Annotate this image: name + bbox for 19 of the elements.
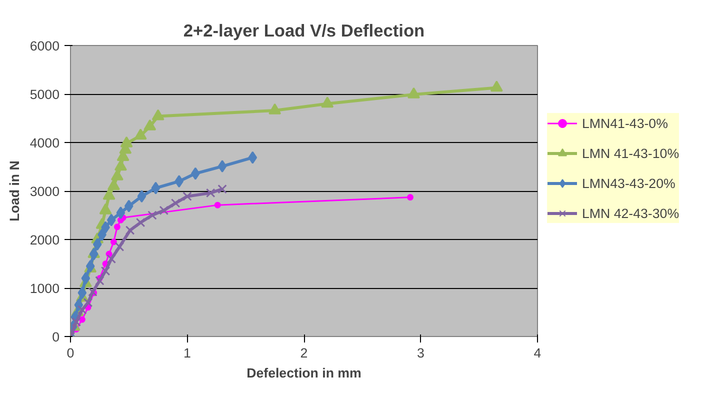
y-tick-label: 3000 xyxy=(30,184,60,199)
y-tick-label: 4000 xyxy=(30,136,60,150)
x-tick-label: 2 xyxy=(300,346,308,360)
x-tick-label: 4 xyxy=(534,346,542,360)
x-tick-label: 0 xyxy=(66,346,74,360)
x-tick-label: 1 xyxy=(184,346,191,360)
legend-label: LMN 42-43-30% xyxy=(582,206,680,220)
y-tick-label: 1000 xyxy=(30,281,60,296)
y-tick-label: 6000 xyxy=(30,38,60,54)
y-tick-label: 0 xyxy=(52,330,60,344)
x-tick-label: 3 xyxy=(417,346,424,360)
legend-label: LMN43-43-20% xyxy=(582,176,676,190)
y-tick-label: 2000 xyxy=(30,232,60,248)
x-axis-title: Defelection in mm xyxy=(246,366,362,380)
chart-title: 2+2-layer Load V/s Deflection xyxy=(183,20,425,40)
y-axis-title: Load in N xyxy=(6,160,22,222)
y-tick-label: 5000 xyxy=(30,87,60,102)
legend-label: LMN41-43-0% xyxy=(582,116,668,130)
legend-label: LMN 41-43-10% xyxy=(582,146,680,160)
